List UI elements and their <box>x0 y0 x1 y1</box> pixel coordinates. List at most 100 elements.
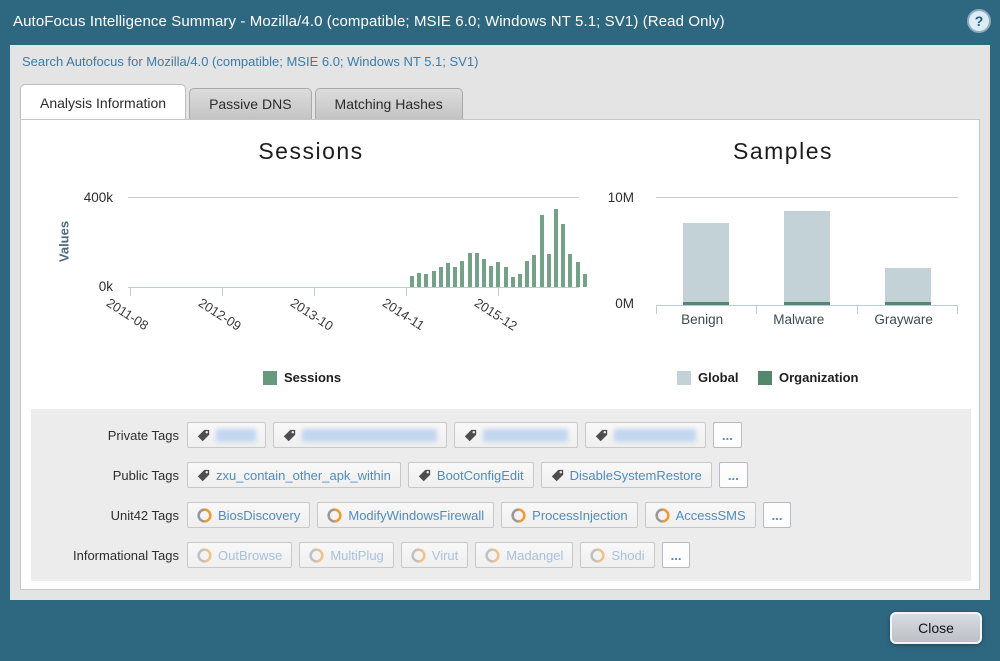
tab-matching-hashes[interactable]: Matching Hashes <box>314 88 463 119</box>
session-bar <box>554 209 559 287</box>
tag-label: zxu_contain_other_apk_within <box>216 467 391 483</box>
samples-y-tick-max: 10M <box>607 190 634 205</box>
unit42-icon <box>411 547 426 563</box>
tag-icon <box>418 469 431 482</box>
more-tags-button[interactable]: ... <box>661 542 691 568</box>
search-autofocus-link[interactable]: Search Autofocus for Mozilla/4.0 (compat… <box>22 54 479 69</box>
legend-organization: Organization <box>758 370 858 385</box>
sessions-y-tick-min: 0k <box>98 279 113 294</box>
tag-button-processinjection[interactable]: ProcessInjection <box>501 502 638 528</box>
redacted-tag-button[interactable] <box>273 422 447 448</box>
tag-row-public-tags: Public Tags zxu_contain_other_apk_within B… <box>31 462 971 488</box>
redacted-tag-text <box>216 428 256 442</box>
tag-button-madangel[interactable]: Madangel <box>475 542 574 568</box>
unit42-icon <box>485 547 500 563</box>
sessions-x-tick-label: 2013-10 <box>287 295 337 334</box>
tag-label: AccessSMS <box>675 507 746 523</box>
session-bar <box>460 261 465 287</box>
sessions-x-tick <box>406 287 407 296</box>
more-tags-button[interactable]: ... <box>718 462 748 488</box>
samples-x-tick <box>857 305 858 314</box>
tag-button-modifywindowsfirewall[interactable]: ModifyWindowsFirewall <box>317 502 495 528</box>
analysis-information-panel: Sessions Samples Values 400k 0k 2011-08 2… <box>20 119 980 590</box>
tag-row-unit42-tags: Unit42 Tags BiosDiscovery ModifyWindowsFir… <box>31 502 971 528</box>
sample-bar-organization <box>783 302 830 305</box>
informational-tags-label: Informational Tags <box>73 547 179 563</box>
samples-x-tick <box>756 305 757 314</box>
tag-label: OutBrowse <box>218 547 283 563</box>
redacted-tag-button[interactable] <box>585 422 706 448</box>
sessions-x-tick-label: 2015-12 <box>471 295 521 334</box>
tag-label: DisableSystemRestore <box>569 467 702 483</box>
help-icon[interactable]: ? <box>969 11 989 31</box>
private-tags-buttons: ... <box>187 422 742 448</box>
tag-icon <box>595 429 608 442</box>
samples-x-tick <box>656 305 657 314</box>
unit42-icon <box>511 507 526 523</box>
sessions-chart: 2011-08 2012-09 2013-10 2014-11 2015-12 <box>104 197 587 334</box>
session-bar <box>438 267 443 287</box>
dialog-titlebar: AutoFocus Intelligence Summary - Mozilla… <box>0 0 1000 45</box>
legend-organization-label: Organization <box>779 370 859 385</box>
session-bar <box>453 267 458 287</box>
close-button[interactable]: Close <box>890 612 982 644</box>
session-bar <box>474 253 479 287</box>
sessions-x-tick-label: 2012-09 <box>195 295 245 334</box>
samples-bar-group-grayware <box>884 268 931 305</box>
sessions-bar-series <box>410 209 587 287</box>
session-bar <box>532 255 537 287</box>
tags-panel: Private Tags... Public Tags zxu_contain_ot… <box>31 409 971 581</box>
samples-bar-group-malware <box>783 211 830 305</box>
tag-label: MultiPlug <box>330 547 384 563</box>
tag-button-shodi[interactable]: Shodi <box>580 542 655 568</box>
sessions-y-tick-max: 400k <box>83 190 113 205</box>
sessions-chart-title: Sessions <box>258 138 364 164</box>
more-tags-button[interactable]: ... <box>713 422 742 448</box>
tab-analysis-information[interactable]: Analysis Information <box>20 84 187 119</box>
tag-button-biosdiscovery[interactable]: BiosDiscovery <box>187 502 311 528</box>
session-bar <box>510 277 515 287</box>
legend-sessions-swatch <box>263 370 277 385</box>
samples-y-tick-min: 0M <box>615 296 634 311</box>
tag-button-outbrowse[interactable]: OutBrowse <box>187 542 293 568</box>
tag-label: Madangel <box>506 547 564 563</box>
session-bar <box>417 273 422 287</box>
unit42-icon <box>654 507 670 523</box>
unit42-icon <box>197 507 212 523</box>
session-bar <box>539 215 544 287</box>
unit42-icon <box>309 547 324 563</box>
unit42-icon <box>590 547 606 563</box>
tag-icon <box>283 429 296 442</box>
sessions-x-tick <box>130 287 131 296</box>
samples-chart <box>656 197 958 314</box>
redacted-tag-text <box>302 428 437 442</box>
tab-passive-dns[interactable]: Passive DNS <box>189 88 312 119</box>
session-bar <box>503 267 508 287</box>
sample-bar-global <box>783 211 830 302</box>
session-bar <box>482 259 487 287</box>
window-title: AutoFocus Intelligence Summary - Mozilla… <box>13 13 725 30</box>
more-tags-button[interactable]: ... <box>762 502 792 528</box>
tag-button-accesssms[interactable]: AccessSMS <box>644 502 756 528</box>
tag-button-bootconfigedit[interactable]: BootConfigEdit <box>407 462 534 488</box>
tag-button-disablesystemrestore[interactable]: DisableSystemRestore <box>540 462 712 488</box>
session-bar <box>546 254 551 287</box>
tag-icon <box>197 429 210 442</box>
tag-icon <box>464 429 477 442</box>
redacted-tag-button[interactable] <box>454 422 578 448</box>
sample-bar-global <box>884 268 931 302</box>
redacted-tag-button[interactable] <box>187 422 266 448</box>
tab-bar: Analysis Information Passive DNS Matching … <box>20 84 463 119</box>
samples-category-label-grayware: Grayware <box>874 312 933 327</box>
samples-x-tick <box>957 305 958 314</box>
tag-icon <box>197 469 210 482</box>
tag-button-zxu-contain-other-apk-within[interactable]: zxu_contain_other_apk_within <box>187 462 401 488</box>
tag-button-virut[interactable]: Virut <box>400 542 469 568</box>
session-bar <box>525 261 530 287</box>
redacted-tag-text <box>614 428 696 442</box>
sessions-y-axis-label: Values <box>56 220 72 263</box>
informational-tags-buttons: OutBrowse MultiPlug Virut Madangel Shodi... <box>187 542 691 568</box>
tag-button-multiplug[interactable]: MultiPlug <box>299 542 394 568</box>
tag-icon <box>551 469 564 482</box>
legend-organization-swatch <box>758 370 772 385</box>
